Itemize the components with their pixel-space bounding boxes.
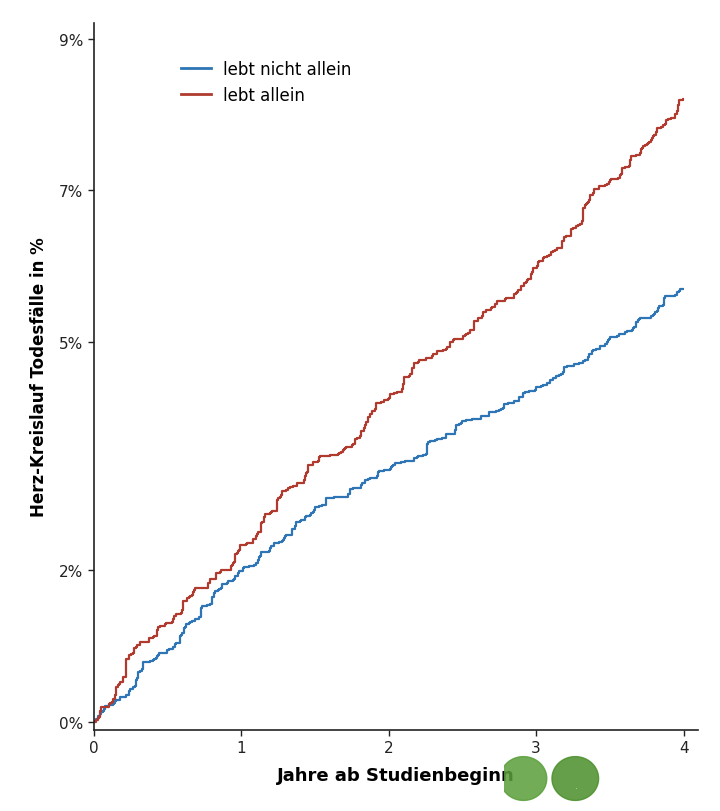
lebt allein [202, 583, 210, 593]
Y-axis label: Herz-Kreislauf Todesfälle in %: Herz-Kreislauf Todesfälle in % [30, 238, 48, 517]
X-axis label: Jahre ab Studienbeginn: Jahre ab Studienbeginn [277, 766, 515, 784]
lebt allein [513, 288, 521, 298]
lebt nicht allein [498, 403, 507, 413]
lebt nicht allein [280, 535, 289, 545]
Polygon shape [552, 757, 598, 800]
lebt nicht allein [89, 718, 98, 727]
lebt nicht allein [309, 508, 318, 517]
lebt nicht allein [186, 618, 194, 628]
lebt nicht allein [500, 403, 508, 413]
lebt allein [356, 434, 364, 444]
lebt allein [89, 718, 98, 727]
lebt allein [337, 448, 346, 458]
Line: lebt nicht allein: lebt nicht allein [94, 290, 684, 723]
Polygon shape [500, 757, 546, 800]
lebt nicht allein [676, 285, 685, 294]
lebt allein [513, 288, 522, 298]
lebt allein [680, 96, 688, 105]
Text: Ɐ: Ɐ [576, 787, 577, 788]
lebt nicht allein [287, 530, 296, 540]
lebt allein [329, 451, 338, 461]
Legend: lebt nicht allein, lebt allein: lebt nicht allein, lebt allein [174, 54, 358, 111]
lebt nicht allein [680, 285, 688, 294]
Line: lebt allein: lebt allein [94, 101, 684, 723]
lebt allein [679, 96, 688, 105]
